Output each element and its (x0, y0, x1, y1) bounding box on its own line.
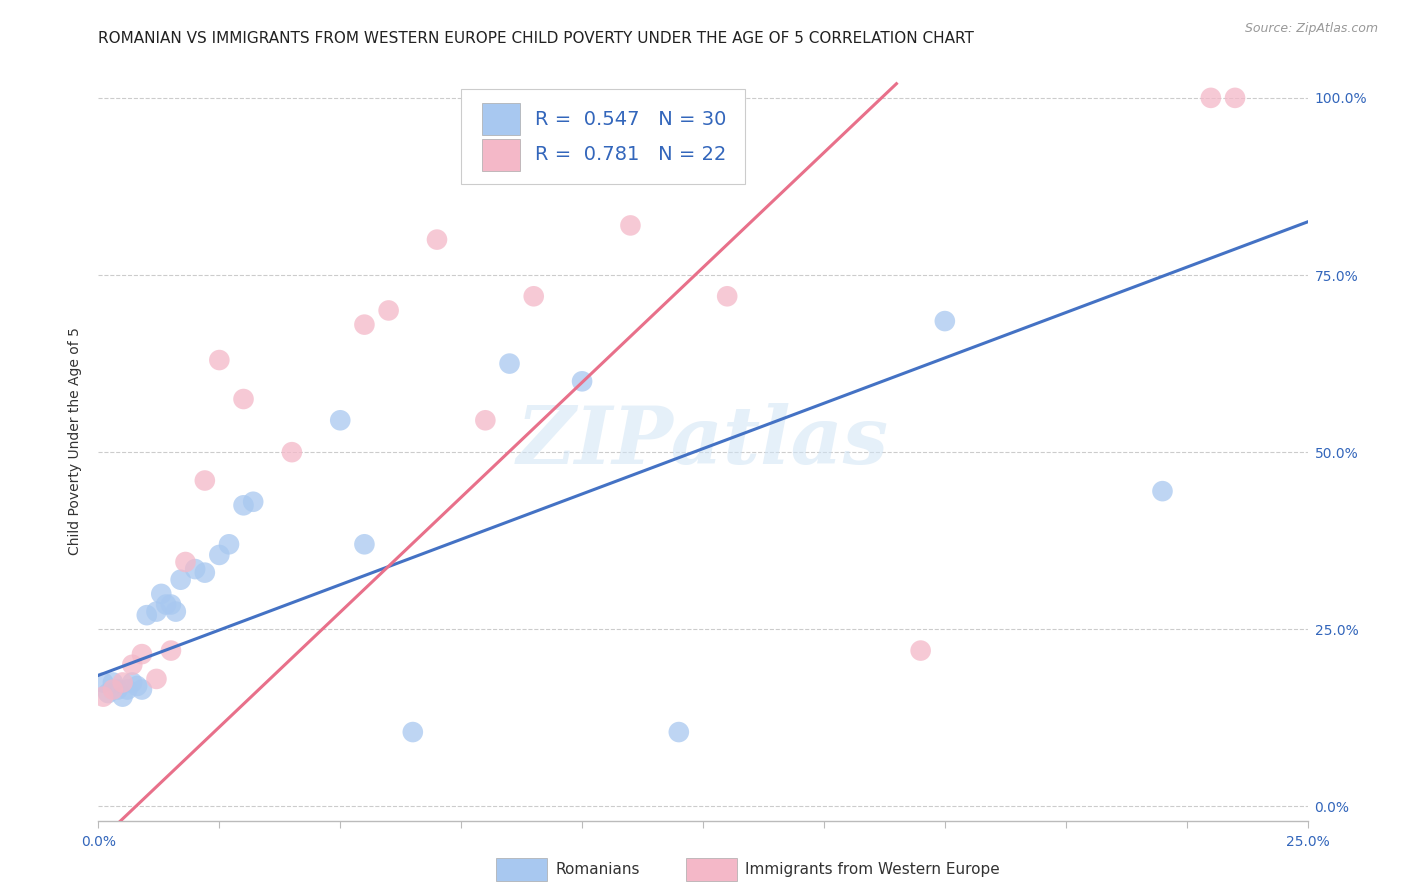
Point (377, 303, 399, 318)
Point (523, 289, 546, 303)
Text: Immigrants from Western Europe: Immigrants from Western Europe (745, 863, 1000, 877)
Point (1223, 91, 1246, 105)
Point (498, 357, 520, 371)
Y-axis label: Child Poverty Under the Age of 5: Child Poverty Under the Age of 5 (69, 327, 83, 556)
Point (218, 537, 240, 551)
Point (910, 643, 932, 657)
Point (353, 537, 375, 551)
Text: Source: ZipAtlas.com: Source: ZipAtlas.com (1244, 22, 1378, 36)
Point (242, 495, 264, 509)
Point (668, 725, 690, 739)
Point (619, 219, 641, 233)
Point (160, 598, 183, 612)
Point (111, 690, 134, 704)
Point (131, 682, 153, 697)
Text: R =  0.547   N = 30: R = 0.547 N = 30 (534, 110, 727, 128)
Text: R =  0.781   N = 22: R = 0.781 N = 22 (534, 145, 727, 164)
Point (329, 413, 352, 427)
Bar (482, 139, 520, 171)
Bar (482, 103, 520, 136)
Point (117, 682, 139, 697)
Point (135, 608, 157, 623)
Text: ZIPatlas: ZIPatlas (517, 403, 889, 480)
Point (716, 289, 738, 303)
Point (232, 498, 254, 512)
Point (160, 643, 183, 657)
Point (571, 374, 593, 388)
Point (127, 679, 149, 693)
FancyBboxPatch shape (461, 89, 745, 184)
Point (155, 598, 177, 612)
Text: ROMANIAN VS IMMIGRANTS FROM WESTERN EUROPE CHILD POVERTY UNDER THE AGE OF 5 CORR: ROMANIAN VS IMMIGRANTS FROM WESTERN EURO… (98, 31, 974, 46)
Point (121, 675, 143, 690)
Point (107, 682, 129, 697)
Point (194, 474, 217, 488)
Point (101, 675, 124, 690)
Point (165, 605, 187, 619)
Point (174, 555, 197, 569)
Point (402, 725, 425, 739)
Point (474, 413, 496, 427)
Point (353, 318, 375, 332)
Point (934, 314, 956, 328)
Point (208, 548, 231, 562)
Point (281, 445, 304, 459)
Point (121, 657, 143, 672)
Point (208, 353, 231, 368)
Point (1152, 484, 1174, 499)
Point (91, 675, 114, 690)
Point (232, 392, 254, 406)
Point (184, 562, 207, 576)
Point (169, 573, 191, 587)
Point (1199, 91, 1222, 105)
Point (97, 686, 120, 700)
Point (91, 690, 114, 704)
Point (111, 675, 134, 690)
Point (426, 233, 449, 247)
Point (131, 647, 153, 661)
Point (101, 682, 124, 697)
Text: Romanians: Romanians (555, 863, 640, 877)
Point (145, 605, 167, 619)
Point (145, 672, 167, 686)
Point (150, 587, 173, 601)
Point (194, 566, 217, 580)
